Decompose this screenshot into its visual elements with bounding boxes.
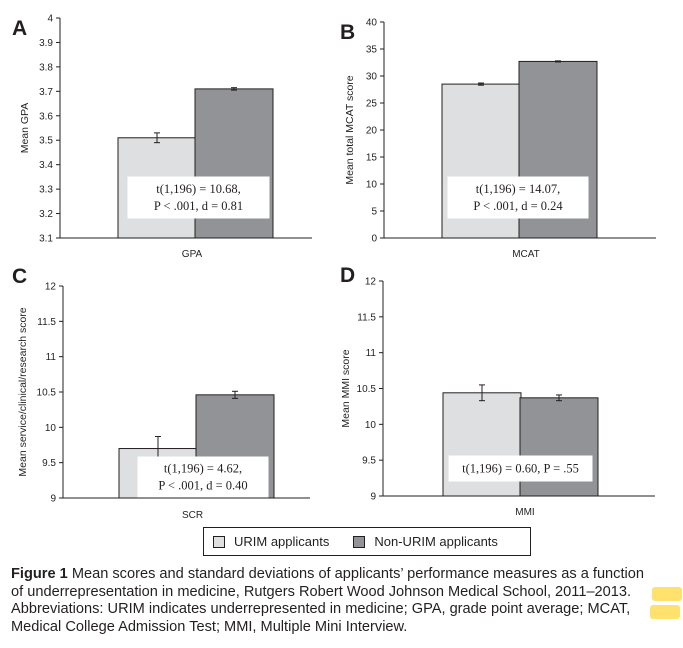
caption-line-1: Mean scores and standard deviations of a… [67,566,644,582]
stat-box [137,456,269,498]
y-tick-label: 3.5 [39,136,53,147]
legend-label-nonurim: Non-URIM applicants [374,534,498,549]
y-axis-title: Mean total MCAT score [344,75,356,184]
y-tick-label: 10 [366,180,378,191]
highlight-mark-2 [650,605,680,619]
panel-letter-b: B [340,21,355,44]
y-tick-label: 35 [366,45,378,56]
y-tick-label: 3.1 [39,234,53,245]
legend-label-urim: URIM applicants [234,534,330,549]
y-tick-label: 9 [50,494,56,505]
caption-label: Figure 1 [11,566,68,582]
caption-line-3: Abbreviations: URIM indicates underrepre… [11,601,631,617]
y-tick-label: 9.5 [42,458,56,469]
legend: URIM applicants Non-URIM applicants [203,527,531,556]
panel-letter-d: D [340,264,355,287]
stat-annotation-line: t(1,196) = 4.62, [164,462,242,476]
y-tick-label: 10 [365,420,377,431]
y-tick-label: 3.7 [39,87,53,98]
y-tick-label: 10 [45,423,57,434]
y-tick-label: 11 [366,348,377,359]
stat-annotation-line: t(1,196) = 10.68, [156,182,240,196]
y-tick-label: 5 [371,207,377,218]
x-axis-label: MCAT [512,249,540,260]
y-tick-label: 3.8 [39,62,53,73]
x-axis-label: MMI [515,507,534,518]
y-tick-label: 10.5 [357,384,377,395]
y-tick-label: 11.5 [357,312,376,323]
figure-charts: A 3.1 3.2 3.3 3.4 3.5 3.6 3.7 3.8 3.9 4 Mean GPA GPA… [12,14,656,521]
x-axis-label: SCR [182,510,203,521]
y-tick-label: 15 [366,153,378,164]
caption-line-2: of underrepresentation in medicine, Rutg… [11,583,632,600]
y-tick-label: 9.5 [362,456,376,467]
legend-swatch-nonurim [353,535,366,548]
x-axis-label: GPA [182,249,203,260]
stat-annotation-line: P < .001, d = 0.40 [158,479,247,493]
y-tick-label: 12 [45,282,57,293]
y-axis-title: Mean MMI score [340,349,352,427]
y-tick-label: 12 [365,277,377,288]
y-tick-label: 30 [366,72,378,83]
caption-line-4: Medical College Admission Test; MMI, Mul… [11,618,408,635]
stat-annotation-line: t(1,196) = 0.60, P = .55 [462,462,579,476]
stat-annotation-line: t(1,196) = 14.07, [476,182,560,196]
y-axis-title: Mean service/clinical/research score [17,307,29,476]
figure-caption: Figure 1 Mean scores and standard deviat… [11,566,676,636]
y-tick-label: 20 [366,126,378,137]
legend-item-nonurim: Non-URIM applicants [353,534,498,549]
y-tick-label: 0 [371,234,377,245]
y-tick-label: 3.6 [39,111,53,122]
panel-letter-a: A [12,17,27,40]
highlight-mark-1 [652,587,682,601]
stat-annotation-line: P < .001, d = 0.24 [473,199,563,213]
y-tick-label: 4 [47,14,53,25]
legend-swatch-urim [213,535,225,548]
stat-box [447,176,589,219]
y-tick-label: 25 [366,99,378,110]
y-tick-label: 3.4 [39,160,53,171]
y-tick-label: 3.2 [39,209,53,220]
y-tick-label: 11.5 [37,317,56,328]
y-axis-title: Mean GPA [19,103,31,154]
stat-box [448,455,593,482]
y-tick-label: 10.5 [37,388,57,399]
stat-box [127,176,270,219]
stat-annotation-line: P < .001, d = 0.81 [154,199,243,213]
legend-item-urim: URIM applicants [213,534,329,549]
y-tick-label: 9 [370,492,376,503]
panel-letter-c: C [12,265,27,288]
y-tick-label: 3.9 [39,38,53,49]
y-tick-label: 40 [366,18,378,29]
y-tick-label: 11 [46,352,57,363]
y-tick-label: 3.3 [39,185,53,196]
